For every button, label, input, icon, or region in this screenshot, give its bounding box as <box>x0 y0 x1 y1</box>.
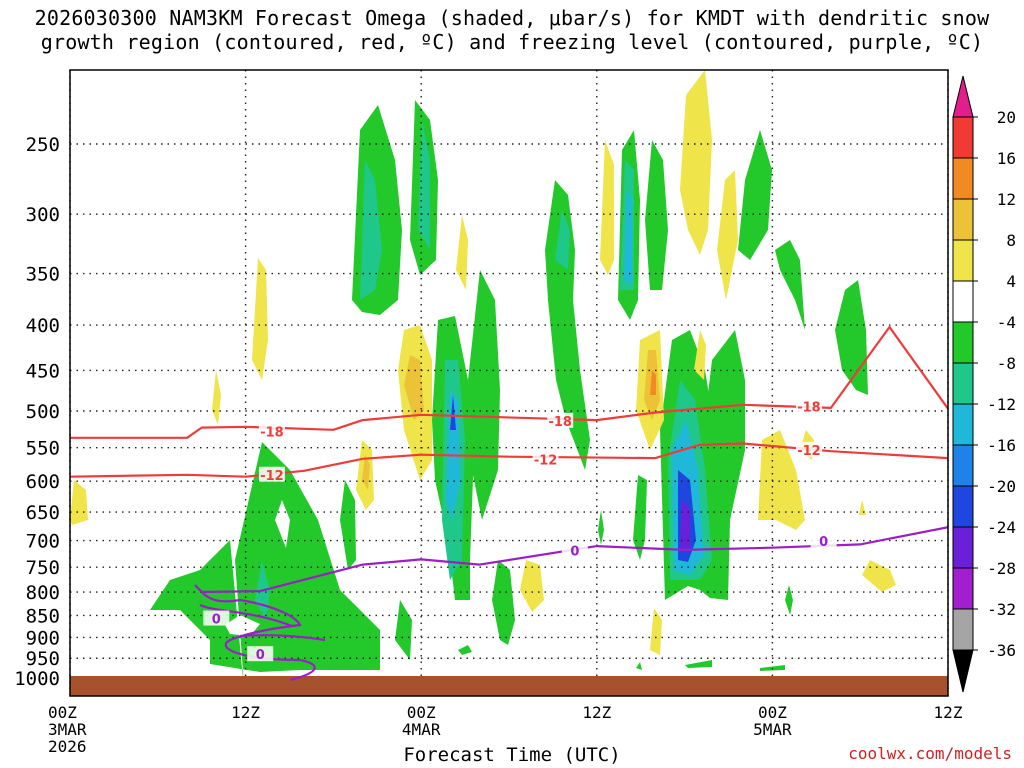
colorbar-label: -4 <box>997 313 1016 332</box>
x-tick-label: 3MAR <box>48 720 87 739</box>
y-tick-label-600: 600 <box>26 471 60 493</box>
colorbar-label: -16 <box>987 436 1016 455</box>
contour-label-bg <box>532 451 559 467</box>
colorbar-label: 12 <box>997 190 1016 209</box>
y-tick-label-650: 650 <box>26 502 60 524</box>
contour-label-bg <box>258 423 285 439</box>
freezing-level-loop-0 <box>194 584 316 682</box>
colorbar-label: -36 <box>987 641 1016 660</box>
contour--18-line <box>70 325 948 439</box>
title-line-2: growth region (contoured, red, ºC) and f… <box>40 30 984 54</box>
colorbar-segment <box>952 526 974 569</box>
ground-surface <box>70 678 948 696</box>
contour-label-bg <box>247 646 274 662</box>
colorbar-segment <box>952 403 974 446</box>
y-tick-label-450: 450 <box>26 360 60 382</box>
y-tick-label-300: 300 <box>26 204 60 226</box>
colorbar-segment <box>952 321 974 364</box>
contour-label--18: -18 <box>797 400 821 415</box>
x-tick-label: 12Z <box>582 703 611 722</box>
colorbar-segment <box>952 444 974 487</box>
contour-label-bg <box>203 610 230 626</box>
x-tick-label: 00Z <box>407 703 436 722</box>
contour-label-0: 0 <box>819 535 828 550</box>
contour-label-0: 0 <box>212 613 221 628</box>
contour-label-bg <box>561 542 588 558</box>
contour-label-bg <box>547 412 574 428</box>
y-tick-label-250: 250 <box>26 134 60 156</box>
contour-label--12: -12 <box>260 469 284 484</box>
colorbar-label: 16 <box>997 149 1016 168</box>
contour-label--12: -12 <box>797 444 821 459</box>
y-tick-label-500: 500 <box>26 401 60 423</box>
contour-label-0: 0 <box>570 544 579 559</box>
contour-label-bg <box>258 466 285 482</box>
colorbar-segment <box>952 485 974 528</box>
colorbar-label: -20 <box>987 477 1016 496</box>
x-tick-label: 5MAR <box>753 720 792 739</box>
colorbar-label: 20 <box>997 108 1016 127</box>
ground-surface-edge <box>70 676 948 679</box>
colorbar: 20 16 12 8 4 -4 -8 -12 -16 -20 -24 -28 -32 -36 <box>952 75 1016 693</box>
x-tick-label: 12Z <box>231 703 260 722</box>
y-tick-label-1000: 1000 <box>14 668 60 690</box>
colorbar-segment <box>952 280 974 323</box>
contour-label-bg <box>795 398 822 414</box>
contour-label-bg <box>795 441 822 457</box>
contour--12-line <box>70 442 948 478</box>
y-axis-ticks: 2503003504004505005506006507007508008509… <box>14 134 60 690</box>
freezing-level-loop-1 <box>199 603 293 628</box>
colorbar-segment <box>952 608 974 651</box>
omega-shading <box>70 70 896 696</box>
colorbar-segment <box>952 157 974 200</box>
x-tick-label: 00Z <box>758 703 787 722</box>
x-tick-label: 2026 <box>48 737 87 756</box>
y-tick-label-900: 900 <box>26 627 60 649</box>
credit-link[interactable]: coolwx.com/models <box>848 744 1012 763</box>
colorbar-label: 4 <box>1006 272 1016 291</box>
colorbar-top-triangle <box>952 75 974 118</box>
title-line-1: 2026030300 NAM3KM Forecast Omega (shaded… <box>34 6 990 30</box>
colorbar-segment <box>952 198 974 241</box>
colorbar-label: 8 <box>1006 231 1016 250</box>
colorbar-label: -32 <box>987 600 1016 619</box>
colorbar-label: -8 <box>997 354 1016 373</box>
contour-label--18: -18 <box>260 425 284 440</box>
plot-frame <box>69 69 949 697</box>
colorbar-segment <box>952 116 974 159</box>
contour-label-bg <box>810 533 837 549</box>
colorbar-segment <box>952 239 974 282</box>
x-tick-label: 00Z <box>48 703 77 722</box>
colorbar-label: -28 <box>987 559 1016 578</box>
colorbar-segment <box>952 362 974 405</box>
colorbar-segment <box>952 567 974 610</box>
x-axis-label: Forecast Time (UTC) <box>403 744 621 766</box>
y-tick-label-700: 700 <box>26 531 60 553</box>
contour-label--12: -12 <box>534 453 558 468</box>
colorbar-bottom-triangle <box>952 649 974 693</box>
x-tick-label: 4MAR <box>402 720 441 739</box>
y-tick-label-550: 550 <box>26 438 60 460</box>
y-tick-label-950: 950 <box>26 648 60 670</box>
y-tick-label-800: 800 <box>26 582 60 604</box>
y-tick-label-850: 850 <box>26 605 60 627</box>
x-tick-label: 12Z <box>934 703 963 722</box>
contour-labels: -18 -18 -18 -12 -12 -12 0 0 0 0 <box>203 398 837 663</box>
y-tick-label-350: 350 <box>26 264 60 286</box>
contour-label-0: 0 <box>256 648 265 663</box>
contour-label--18: -18 <box>548 415 572 430</box>
y-tick-label-750: 750 <box>26 557 60 579</box>
freezing-level-loop-2 <box>239 634 326 642</box>
colorbar-label: -12 <box>987 395 1016 414</box>
colorbar-label: -24 <box>987 518 1016 537</box>
y-tick-label-400: 400 <box>26 315 60 337</box>
